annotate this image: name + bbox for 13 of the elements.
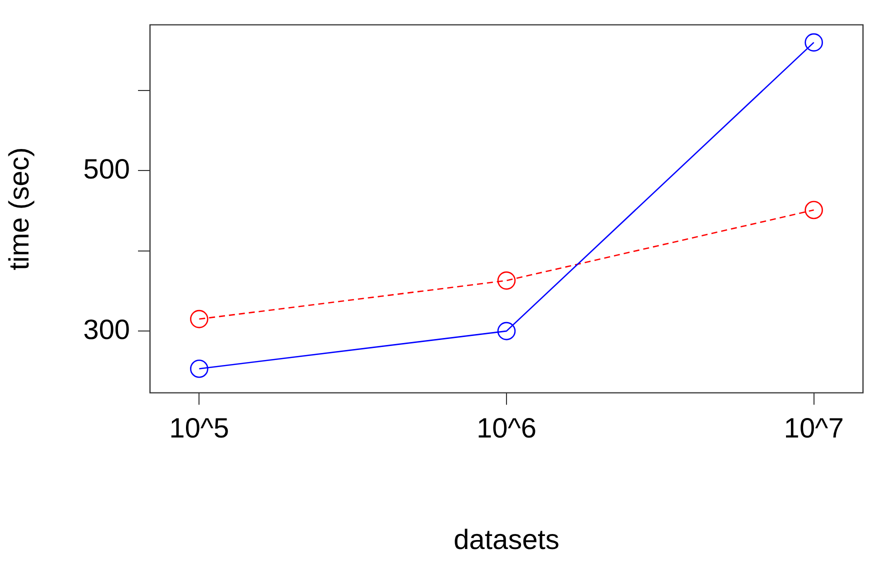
point (804, 200, 823, 220)
point (497, 322, 516, 340)
y-tick-label: 500 (83, 153, 130, 184)
y-tick-label: 300 (83, 314, 130, 345)
x-tick-label: 10^5 (169, 412, 230, 444)
point (190, 310, 208, 328)
x-axis-title: datasets (454, 524, 560, 555)
point (190, 360, 208, 378)
point (497, 271, 516, 290)
point (804, 33, 823, 52)
x-tick-label: 10^7 (784, 412, 844, 444)
x-tick-label: 10^6 (476, 412, 536, 444)
y-axis-title: time (sec) (4, 147, 35, 270)
